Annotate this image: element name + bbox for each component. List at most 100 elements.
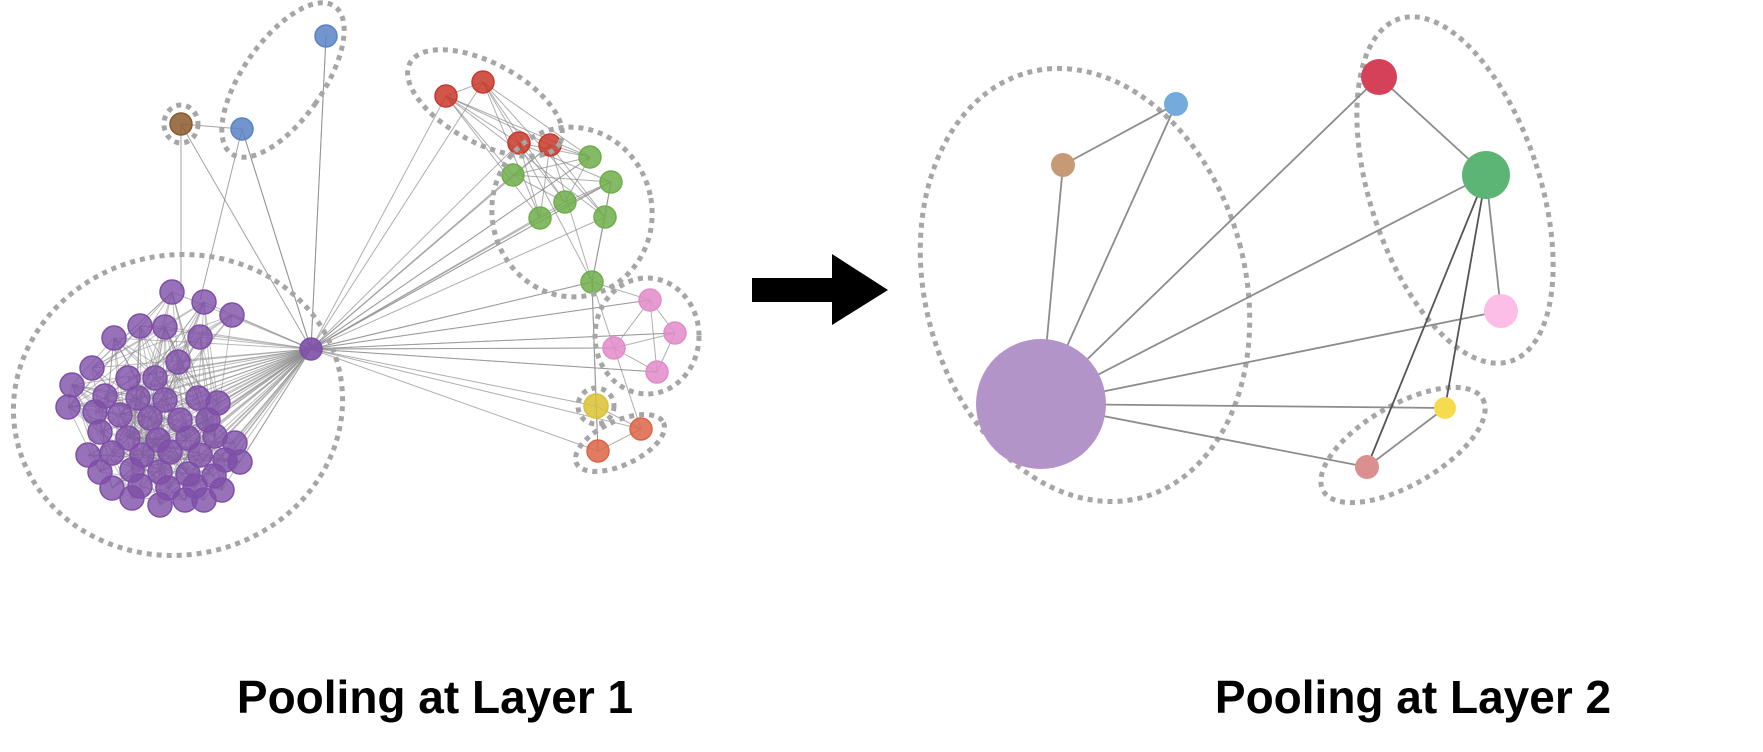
pooled-green-node xyxy=(1462,151,1510,199)
layer1-cluster-outlines xyxy=(10,0,702,558)
purple-node xyxy=(99,475,125,501)
edge xyxy=(445,95,514,176)
edge xyxy=(512,174,612,183)
edge xyxy=(512,156,591,176)
edge xyxy=(591,281,599,452)
pooled-purple-node xyxy=(976,339,1106,469)
purple-node xyxy=(115,425,141,451)
edge xyxy=(445,95,541,219)
edge xyxy=(482,81,520,144)
blue-cluster-outline xyxy=(219,0,347,160)
edge xyxy=(199,336,312,350)
brown-cluster-outline xyxy=(161,102,201,146)
purple-node xyxy=(187,442,213,468)
layer2-cluster-outlines xyxy=(917,14,1556,506)
layer2-edge xyxy=(1366,407,1446,468)
edge xyxy=(445,95,606,218)
orange-node xyxy=(586,439,610,463)
brown-node xyxy=(169,112,193,136)
layer2-edge xyxy=(1040,76,1380,405)
blue-node xyxy=(314,24,338,48)
edge xyxy=(149,348,312,419)
layer2-nodes xyxy=(976,59,1518,479)
purple-node xyxy=(59,372,85,398)
edge xyxy=(518,142,566,203)
green-node xyxy=(580,270,604,294)
edge xyxy=(310,142,520,350)
purple-node xyxy=(127,313,153,339)
yellow-node xyxy=(583,393,609,419)
layer2-caption: Pooling at Layer 2 xyxy=(1214,671,1612,723)
purple-node xyxy=(152,387,178,413)
purple-node xyxy=(142,365,168,391)
pink-node xyxy=(602,336,626,360)
edge xyxy=(127,397,199,439)
edge xyxy=(310,81,484,350)
pooled-pink-node xyxy=(1484,294,1518,328)
green-node xyxy=(593,205,617,229)
purple-node xyxy=(152,314,178,340)
pooled-yellow-node xyxy=(1434,397,1456,419)
red-node xyxy=(434,84,458,108)
arrow-shape xyxy=(752,254,888,325)
green-cluster-outline xyxy=(489,124,655,300)
edge xyxy=(214,348,312,437)
pooled-blue-node xyxy=(1164,92,1188,116)
purple-node xyxy=(125,385,151,411)
red-cluster-outline xyxy=(405,47,565,159)
purple-node xyxy=(115,365,141,391)
edge xyxy=(310,35,327,350)
layer2-right-cluster-outline xyxy=(1354,14,1556,366)
edge xyxy=(119,348,312,416)
layer2-edge xyxy=(1366,174,1487,468)
pooled-red-node xyxy=(1361,59,1397,95)
edge xyxy=(310,348,597,407)
edge xyxy=(310,348,642,430)
pink-node xyxy=(663,321,687,345)
orange-cluster-outline xyxy=(573,412,667,474)
purple-node xyxy=(137,405,163,431)
purple-node xyxy=(191,487,217,513)
purple-node xyxy=(165,349,191,375)
purple-cluster-outline xyxy=(10,252,346,558)
layer2-bottom-cluster-outline xyxy=(1318,384,1488,506)
edge xyxy=(310,348,658,373)
purple-node xyxy=(107,402,133,428)
purple-node xyxy=(227,449,253,475)
green-node xyxy=(578,145,602,169)
edge xyxy=(649,299,658,373)
edge xyxy=(310,347,615,350)
blue-node xyxy=(230,117,254,141)
edge xyxy=(549,144,593,283)
hub-node xyxy=(299,337,323,361)
edge xyxy=(241,128,312,350)
layer2-edge xyxy=(1444,174,1487,409)
edge xyxy=(518,142,593,283)
edge xyxy=(539,144,551,219)
layer2-edge xyxy=(1040,403,1446,409)
edge xyxy=(613,347,642,430)
red-node xyxy=(471,70,495,94)
edge xyxy=(310,332,676,350)
green-node xyxy=(501,163,525,187)
purple-node xyxy=(79,355,105,381)
edge xyxy=(549,144,606,218)
green-node xyxy=(553,190,577,214)
edge xyxy=(91,348,312,369)
layer1-caption: Pooling at Layer 1 xyxy=(236,671,634,723)
layer2-edge xyxy=(1040,174,1487,405)
edge xyxy=(310,216,606,350)
layer2-edge xyxy=(1378,76,1487,176)
right-arrow-icon xyxy=(752,254,888,325)
green-node xyxy=(599,170,623,194)
purple-node xyxy=(157,439,183,465)
pink-cluster-outline xyxy=(592,275,702,397)
pink-node xyxy=(645,360,669,384)
purple-node xyxy=(187,324,213,350)
edge xyxy=(310,299,651,350)
layer2-edge xyxy=(1040,310,1502,405)
purple-node xyxy=(159,279,185,305)
edge xyxy=(141,326,166,456)
pink-node xyxy=(638,288,662,312)
